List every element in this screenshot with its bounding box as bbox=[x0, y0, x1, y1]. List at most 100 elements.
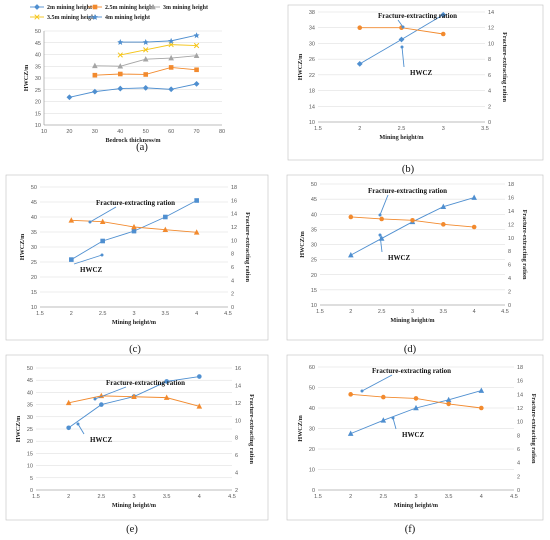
legend-marker-3 bbox=[34, 14, 40, 20]
data-point-s1-3 bbox=[168, 65, 174, 70]
legend-marker-3-b bbox=[34, 14, 40, 20]
data-point-s0-4 bbox=[471, 194, 477, 200]
panel-caption: (c) bbox=[129, 344, 141, 355]
x-tick-label: 50 bbox=[143, 129, 149, 135]
y-tick-label: 45 bbox=[27, 378, 33, 384]
x-axis-label: Mining height/m bbox=[112, 319, 157, 326]
y2-tick-label: 18 bbox=[508, 182, 514, 188]
data-point-s1-2 bbox=[131, 393, 137, 400]
y2-tick-label: 4 bbox=[231, 278, 234, 284]
data-point-s1-3 bbox=[163, 394, 170, 400]
data-point-s1-2 bbox=[143, 72, 149, 77]
y-tick-label: 35 bbox=[35, 64, 41, 70]
data-point-s3-1 bbox=[143, 47, 149, 53]
y-tick-label: 20 bbox=[35, 100, 41, 106]
data-point-s0-4 bbox=[478, 387, 485, 393]
x-tick-label: 80 bbox=[219, 129, 225, 135]
y2-tick-label: 6 bbox=[231, 265, 234, 271]
data-point-s1-3 bbox=[446, 401, 451, 407]
annotation-arrow bbox=[73, 254, 103, 265]
x-tick-label: 30 bbox=[92, 129, 98, 135]
x-tick-label: 1.5 bbox=[314, 126, 322, 132]
y2-tick-label: 16 bbox=[517, 379, 523, 385]
y2-tick-label: 0 bbox=[488, 120, 491, 126]
data-point-s0-3 bbox=[445, 396, 452, 403]
y-tick-label: 15 bbox=[311, 288, 317, 294]
data-point-s1-2 bbox=[131, 223, 137, 230]
x-axis-label: Bedrock thickness/m bbox=[105, 137, 161, 144]
x-tick-label: 1.5 bbox=[32, 494, 40, 500]
y-tick-label: 25 bbox=[35, 88, 41, 94]
y-tick-label: 0 bbox=[312, 488, 315, 494]
y-tick-label: 0 bbox=[30, 488, 33, 494]
data-point-s1-0 bbox=[357, 25, 363, 31]
y-tick-label: 10 bbox=[35, 123, 41, 129]
y-tick-label: 38 bbox=[309, 10, 315, 16]
panel-b: 10 14 18 22 26 30 34 38 1.5 2 2.5 3 3.50 2 4 6 8 10 12 14 Mi… bbox=[297, 10, 508, 175]
data-point-s1-1 bbox=[379, 216, 384, 222]
y-axis-label: HWCZ/m bbox=[23, 64, 30, 91]
series-line-3 bbox=[120, 44, 197, 56]
annotation-arrow bbox=[392, 417, 397, 430]
data-point-s1-4 bbox=[194, 67, 199, 73]
y2-axis-label: Fracture-extracting ration bbox=[248, 394, 255, 464]
y2-tick-label: 10 bbox=[488, 41, 494, 47]
y2-tick-label: 10 bbox=[508, 236, 514, 242]
legend-marker-0 bbox=[34, 4, 40, 10]
data-point-s0-3 bbox=[440, 203, 447, 209]
data-point-s1-3 bbox=[162, 226, 169, 232]
y-tick-label: 35 bbox=[27, 403, 33, 409]
x-tick-label: 3.5 bbox=[163, 494, 171, 500]
legend-marker-1 bbox=[92, 4, 98, 10]
x-tick-label: 70 bbox=[194, 129, 200, 135]
x-tick-label: 4.5 bbox=[224, 311, 232, 317]
y2-tick-label: 14 bbox=[508, 209, 514, 215]
y-tick-label: 30 bbox=[35, 76, 41, 82]
legend-label: 4m mining height bbox=[105, 15, 150, 21]
data-point-s4-2 bbox=[168, 37, 175, 44]
data-point-s0-1 bbox=[99, 402, 104, 407]
panel-c: 10 15 20 25 30 35 40 45 50 1.5 2 2.5 3 3.5 4 4.50 2 4 6 8 10… bbox=[19, 185, 251, 355]
y2-tick-label: 12 bbox=[488, 26, 494, 32]
y2-tick-label: 0 bbox=[508, 303, 511, 309]
data-point-s1-4 bbox=[193, 229, 200, 235]
y-tick-label: 35 bbox=[311, 227, 317, 233]
y-tick-label: 26 bbox=[309, 57, 315, 63]
data-point-s3-0 bbox=[117, 52, 123, 58]
y-tick-label: 40 bbox=[27, 390, 33, 396]
data-point-s3-0-b bbox=[117, 52, 123, 58]
y-tick-label: 45 bbox=[311, 197, 317, 203]
data-point-s3-1-b bbox=[143, 47, 149, 53]
data-point-s0-2 bbox=[413, 404, 419, 411]
y2-tick-label: 12 bbox=[231, 225, 237, 231]
annotation-text: Fracture-extracting ration bbox=[368, 187, 447, 195]
y-tick-label: 45 bbox=[35, 41, 41, 47]
annotation-arrowhead bbox=[93, 397, 97, 401]
data-point-s1-0 bbox=[65, 399, 72, 406]
y2-tick-label: 8 bbox=[235, 436, 238, 442]
legend-label: 3m mining height bbox=[163, 5, 208, 11]
y-tick-label: 35 bbox=[31, 230, 37, 236]
data-point-s4-3 bbox=[193, 32, 200, 39]
data-point-s0-0 bbox=[66, 425, 71, 431]
y2-tick-label: 12 bbox=[517, 406, 523, 412]
data-point-s0-2 bbox=[131, 228, 137, 234]
data-point-s0-1 bbox=[398, 36, 405, 43]
data-point-s0-3 bbox=[164, 379, 169, 384]
y-tick-label: 20 bbox=[309, 447, 315, 453]
x-tick-label: 3 bbox=[132, 494, 135, 500]
y2-tick-label: 16 bbox=[508, 195, 514, 201]
y-tick-label: 15 bbox=[35, 111, 41, 117]
y-tick-label: 20 bbox=[311, 273, 317, 279]
annotation-arrowhead bbox=[400, 45, 404, 49]
x-tick-label: 20 bbox=[66, 129, 72, 135]
y-tick-label: 10 bbox=[27, 464, 33, 470]
y-tick-label: 20 bbox=[27, 439, 33, 445]
y2-tick-label: 0 bbox=[517, 488, 520, 494]
y2-tick-label: 10 bbox=[235, 418, 241, 424]
y-tick-label: 10 bbox=[309, 468, 315, 474]
panel-borders bbox=[5, 4, 544, 521]
y-axis-label: HWCZ/m bbox=[297, 414, 304, 441]
x-axis-label: Mining height/m bbox=[390, 317, 435, 324]
x-tick-label: 3 bbox=[442, 126, 445, 132]
